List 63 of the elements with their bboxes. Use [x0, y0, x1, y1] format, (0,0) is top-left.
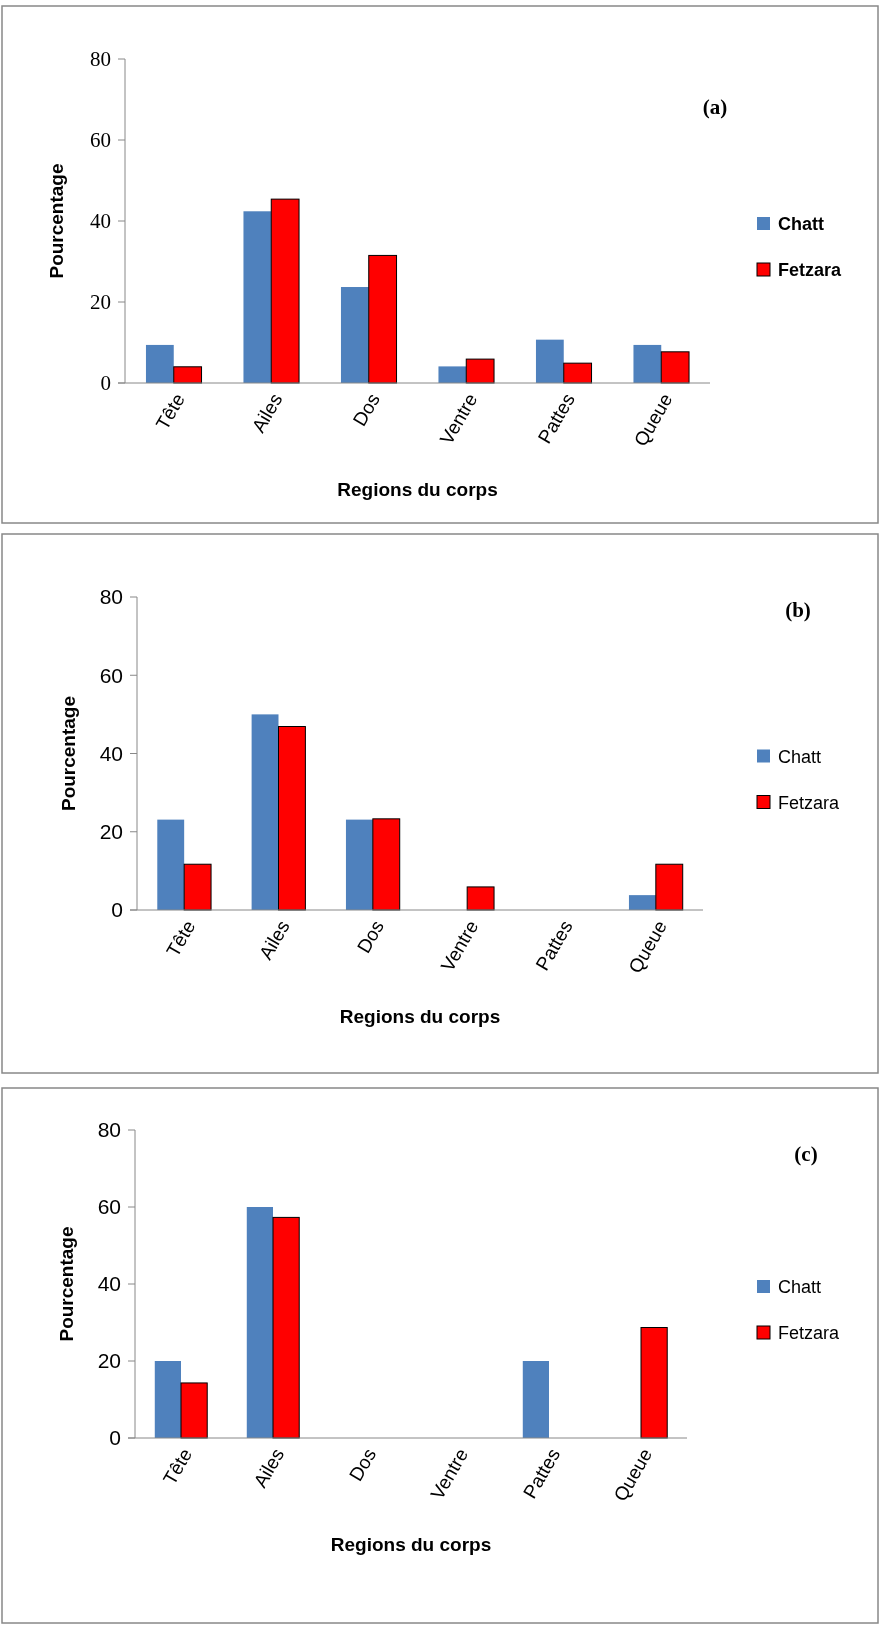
- bar: [243, 211, 272, 383]
- legend-label: Chatt: [778, 214, 824, 235]
- legend-label: Chatt: [778, 1277, 822, 1298]
- annotation: (a): [702, 95, 728, 120]
- y-axis-title: Pourcentage: [58, 695, 79, 812]
- y-tick-label: 20: [97, 1349, 121, 1373]
- y-tick-label: 60: [97, 1195, 121, 1219]
- x-tick-label: Tête: [162, 916, 200, 961]
- y-tick-label: 40: [99, 741, 123, 765]
- text: (c): [794, 1142, 818, 1167]
- bar: [183, 863, 212, 911]
- x-tick-label: Dos: [352, 916, 389, 957]
- bar: [345, 819, 373, 910]
- bar: [180, 1382, 208, 1439]
- legend-label: Fetzara: [778, 792, 841, 813]
- bar: [340, 287, 369, 383]
- y-axis-title: Pourcentage: [56, 1226, 77, 1342]
- bar: [272, 1216, 300, 1439]
- bar: [368, 254, 398, 384]
- bar: [270, 198, 300, 384]
- bar: [246, 1207, 273, 1438]
- bar: [660, 351, 690, 384]
- legend-label: Chatt: [778, 746, 822, 767]
- bar: [438, 366, 467, 383]
- text: (b): [785, 598, 811, 623]
- bar: [173, 366, 203, 384]
- y-axis-title: Pourcentage: [46, 163, 67, 279]
- bar: [278, 726, 306, 911]
- y-tick-label: 20: [99, 820, 123, 844]
- bar: [535, 339, 564, 383]
- y-tick-label: 40: [90, 209, 111, 234]
- legend-label: Fetzara: [778, 1323, 841, 1344]
- x-axis-title: Regions du corps: [337, 479, 498, 500]
- bar: [145, 344, 174, 383]
- y-tick-label: 60: [90, 128, 111, 153]
- bar: [466, 886, 495, 911]
- bar: [633, 344, 662, 383]
- bar: [522, 1361, 549, 1438]
- y-tick-label: 80: [97, 1118, 121, 1142]
- bar: [563, 362, 593, 384]
- y-tick-label: 80: [90, 47, 111, 72]
- bar: [655, 863, 684, 911]
- y-tick-label: 60: [99, 663, 123, 687]
- x-axis-title: Regions du corps: [330, 1534, 492, 1555]
- x-axis-title: Regions du corps: [339, 1006, 501, 1027]
- x-tick-label: Tête: [159, 1444, 197, 1489]
- bar: [251, 714, 279, 910]
- y-tick-label: 0: [100, 371, 111, 396]
- bar: [154, 1361, 181, 1438]
- y-tick-label: 80: [99, 585, 123, 609]
- legend-label: Fetzara: [778, 260, 843, 281]
- bar: [628, 895, 656, 910]
- y-tick-label: 40: [97, 1272, 121, 1296]
- bar: [157, 819, 185, 910]
- bar: [640, 1327, 668, 1439]
- y-tick-label: 0: [111, 898, 123, 922]
- y-tick-label: 20: [90, 290, 111, 315]
- x-tick-label: Dos: [345, 1444, 381, 1485]
- y-tick-label: 0: [109, 1426, 121, 1450]
- x-tick-label: Tête: [151, 389, 189, 434]
- x-tick-label: Dos: [348, 389, 384, 430]
- bar: [465, 358, 495, 384]
- bar: [372, 818, 401, 911]
